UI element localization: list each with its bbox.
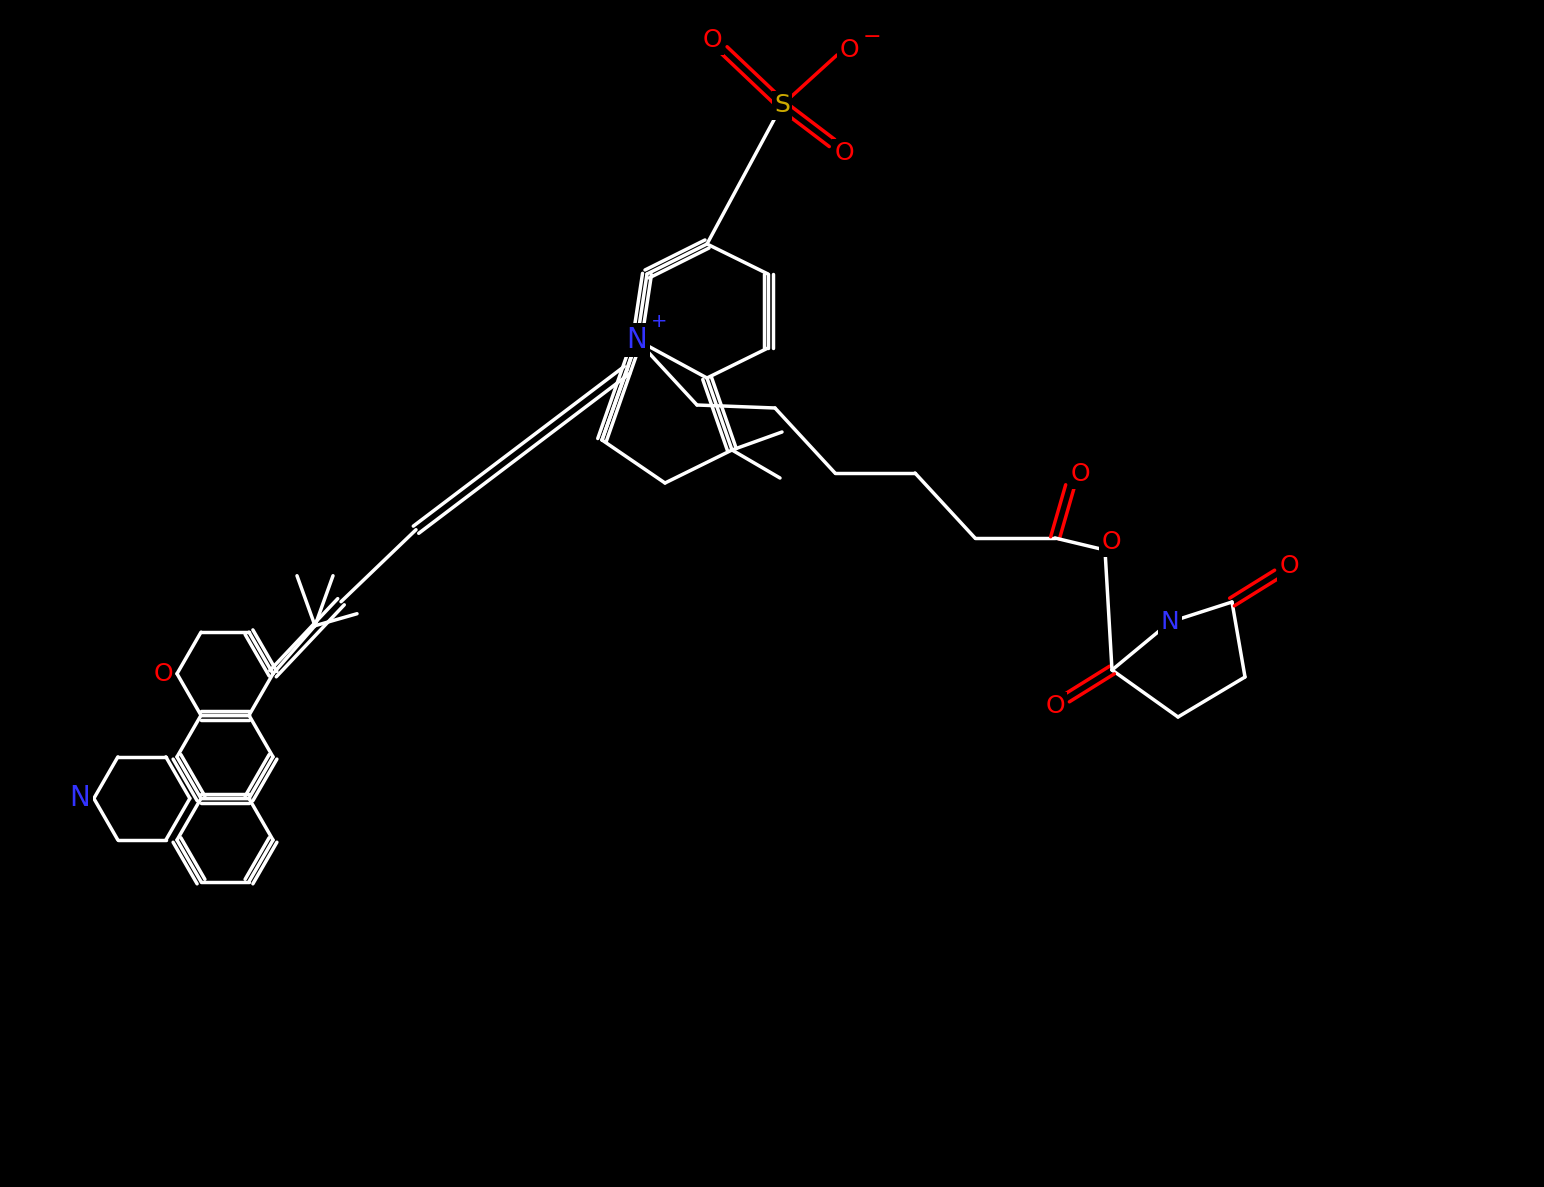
Text: N: N [627, 326, 647, 354]
Text: O: O [1045, 694, 1065, 718]
Text: O: O [703, 28, 721, 52]
Text: O: O [1070, 462, 1090, 485]
Text: O: O [840, 38, 858, 62]
Text: O: O [1101, 531, 1121, 554]
Text: N: N [69, 785, 90, 812]
Text: O: O [834, 141, 854, 165]
Text: S: S [774, 93, 791, 118]
Text: N: N [1161, 610, 1180, 634]
Text: +: + [652, 312, 667, 331]
Text: −: − [863, 27, 882, 47]
Text: O: O [153, 661, 173, 686]
Text: O: O [1278, 554, 1299, 578]
